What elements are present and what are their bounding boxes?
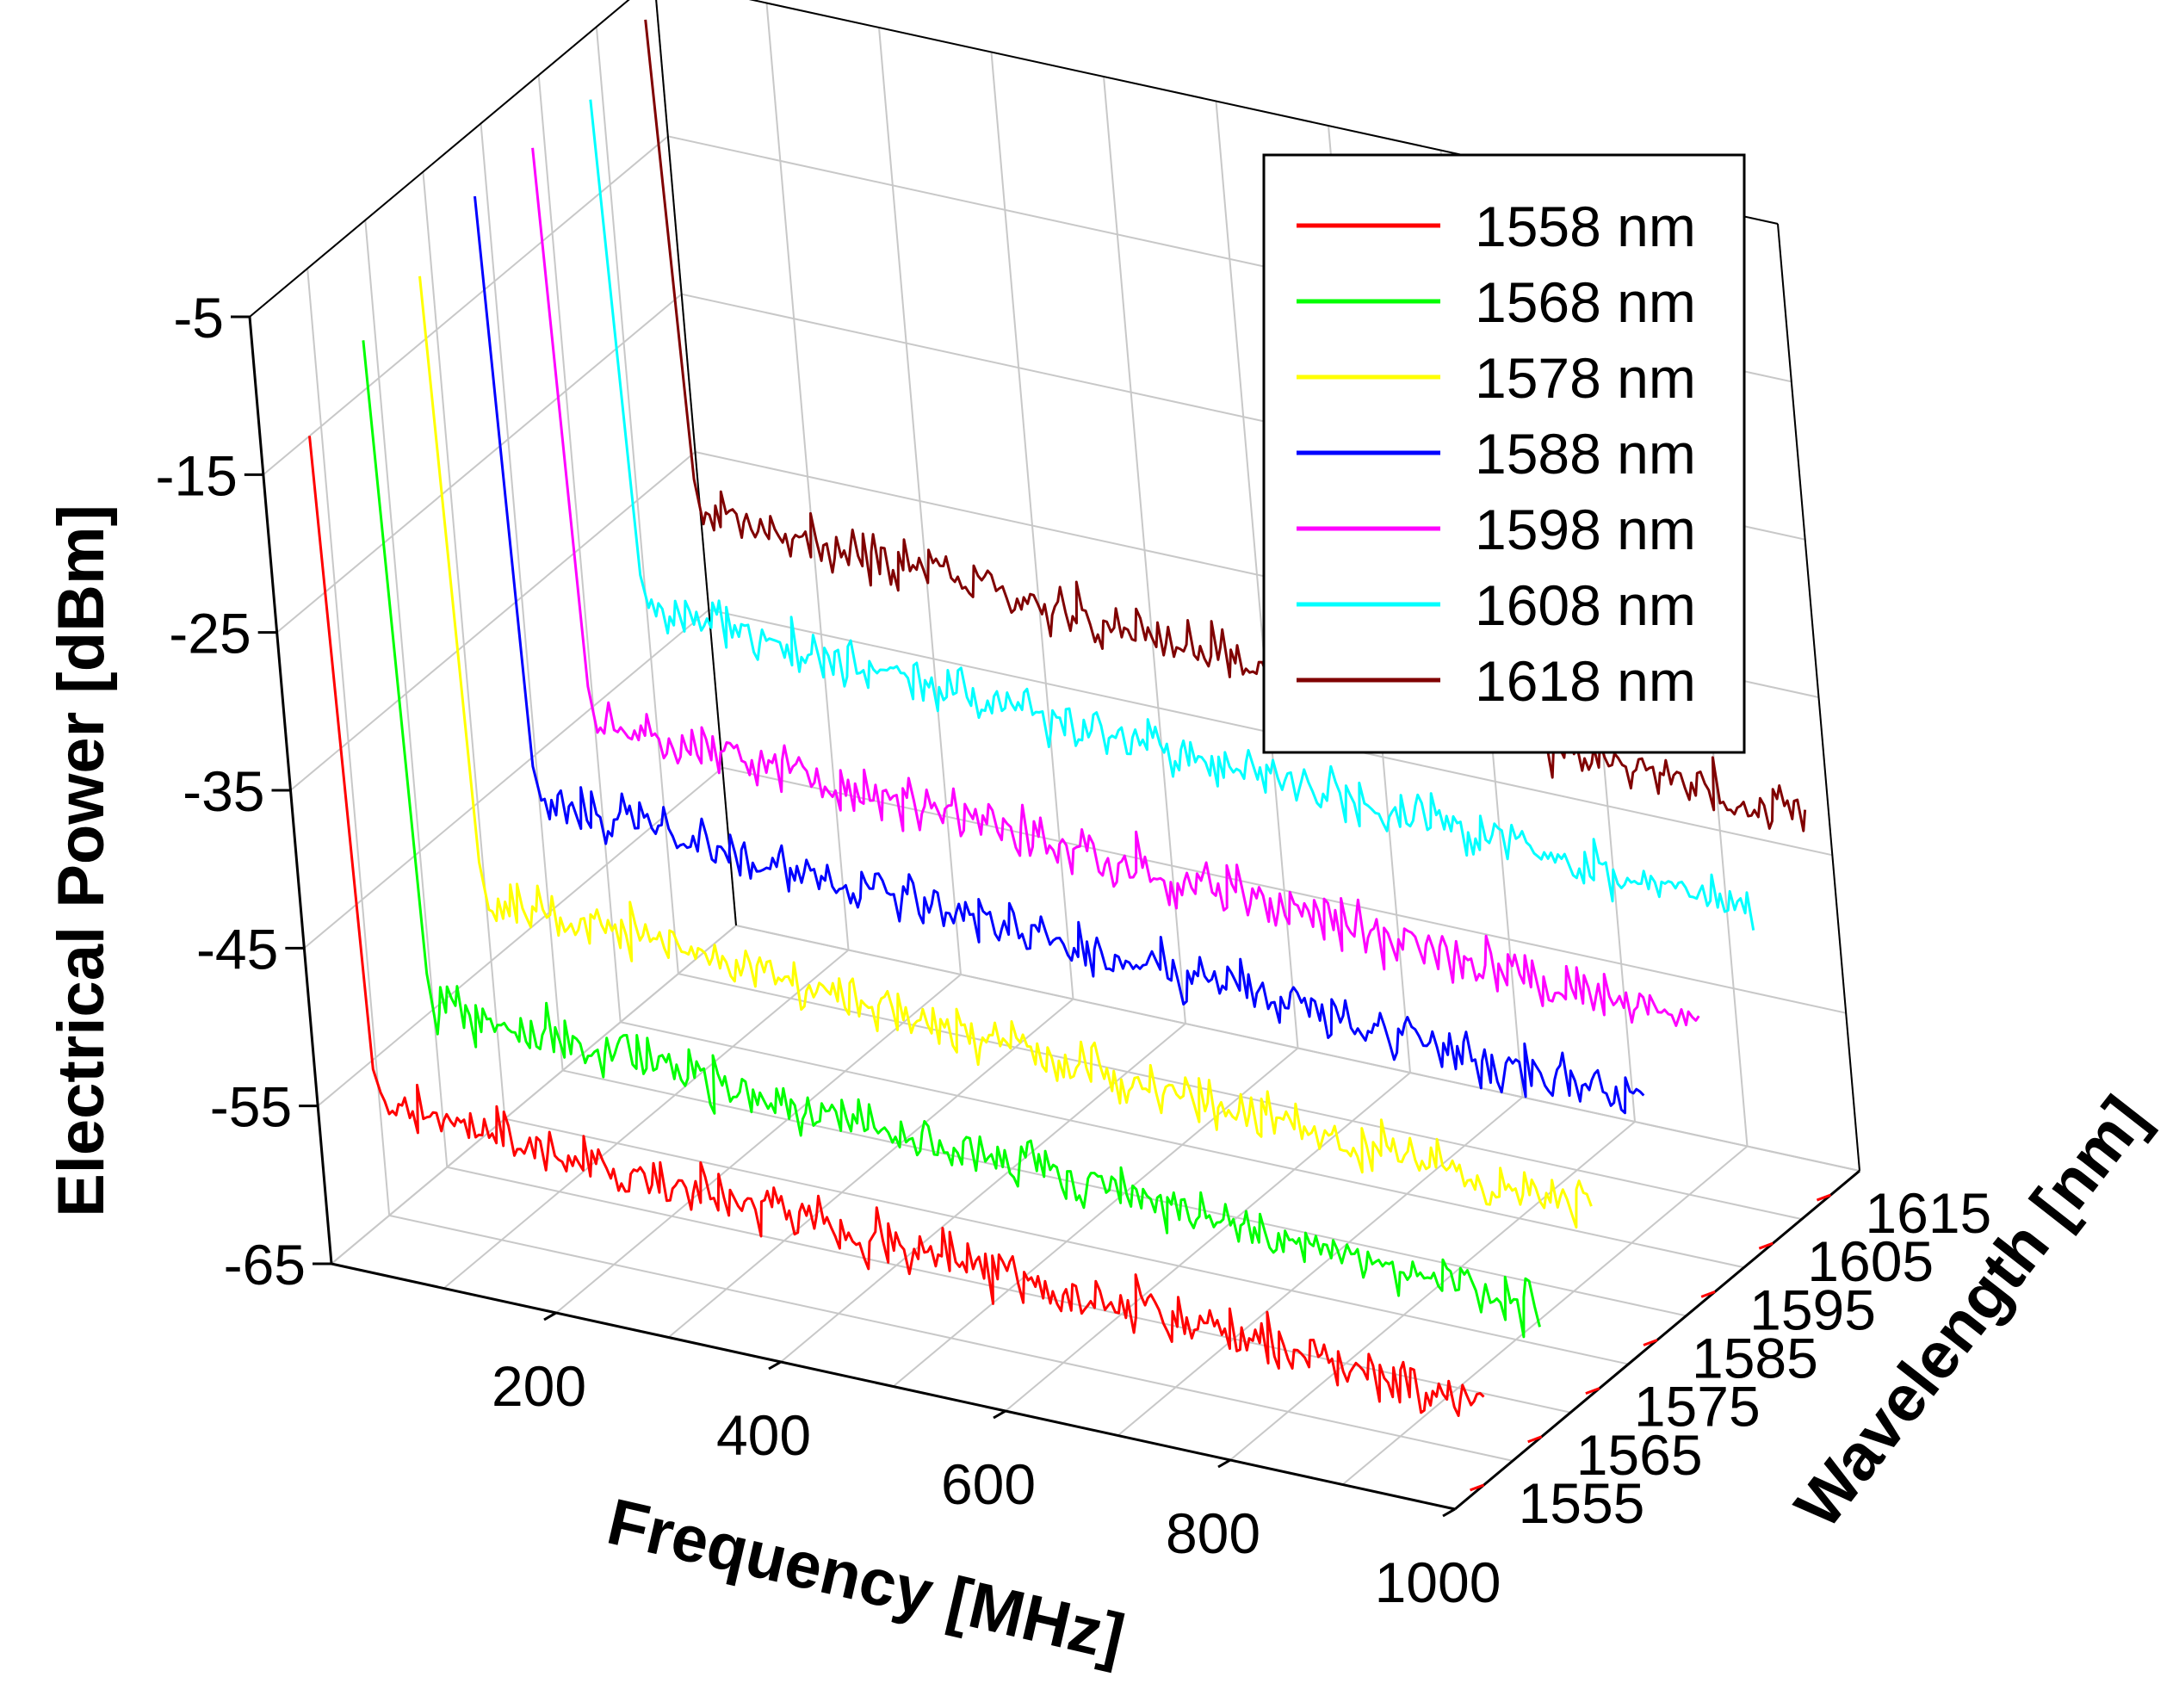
x-tick-label: 600 (941, 1452, 1036, 1516)
floor-gridline (562, 1069, 1687, 1317)
y-tick-mark (1816, 1193, 1831, 1202)
series-group (308, 19, 1807, 1417)
legend-label: 1568 nm (1475, 270, 1696, 334)
floor-gridline (620, 1021, 1744, 1269)
series-line (308, 436, 1485, 1417)
z-tick-label: -15 (155, 443, 237, 507)
x-tick-mark (1442, 1507, 1456, 1518)
floor-gridline (667, 998, 1074, 1339)
x-tick-label: 1000 (1375, 1550, 1501, 1614)
floor-gridline (443, 949, 850, 1290)
floor-gridline (1229, 1121, 1636, 1461)
floor-gridline (735, 925, 1860, 1172)
x-tick-label: 800 (1166, 1501, 1260, 1565)
z-tick-label: -25 (169, 602, 251, 665)
y-tick-mark (1585, 1387, 1600, 1395)
left-wall-gridline (317, 766, 723, 1107)
y-tick-mark (1470, 1483, 1485, 1492)
back-wall-gridline (721, 766, 1847, 1014)
series-line (589, 99, 1755, 931)
y-tick-mark (1700, 1290, 1716, 1298)
legend-label: 1558 nm (1475, 195, 1696, 258)
series-line (531, 147, 1700, 1027)
left-wall-gridline (249, 0, 630, 318)
axis-labels: Electrical Power [dBm] Frequency [MHz] W… (45, 504, 2162, 1674)
y-tick-label: 1565 (1576, 1423, 1703, 1487)
z-tick-label: -55 (210, 1075, 292, 1139)
x-axis-title: Frequency [MHz] (601, 1485, 1131, 1675)
floor-gridline (1005, 1072, 1411, 1412)
y-tick-label: 1605 (1807, 1229, 1934, 1293)
axes: -5 -15 -25 -35 -45 -55 -65 200 400 600 800 1000 1555… (155, 0, 1991, 1614)
floor-gridline (1341, 1145, 1749, 1486)
floor-gridline (1117, 1096, 1524, 1437)
series-line (474, 195, 1645, 1115)
legend-label: 1608 nm (1475, 573, 1696, 637)
x-tick-mark (768, 1360, 782, 1371)
y-tick-label: 1595 (1749, 1278, 1876, 1341)
box-edge (1777, 223, 1860, 1172)
y-tick-label: 1585 (1692, 1327, 1818, 1390)
z-axis-title: Electrical Power [dBm] (45, 504, 118, 1217)
box-edge (249, 0, 630, 318)
y-tick-mark (1643, 1339, 1658, 1346)
floor-gridline (388, 1214, 1514, 1462)
legend: 1558 nm 1568 nm 1578 nm 1588 nm 1598 nm 1608 … (1262, 153, 1746, 754)
x-tick-mark (993, 1409, 1006, 1420)
floor-gridline (505, 1117, 1629, 1365)
x-tick-label: 400 (716, 1403, 811, 1467)
series-line (644, 19, 1807, 832)
left-wall-gridline (289, 451, 696, 791)
x-tick-mark (1217, 1458, 1231, 1469)
legend-label: 1618 nm (1475, 649, 1696, 713)
y-tick-label: 1555 (1519, 1471, 1645, 1535)
legend-label: 1578 nm (1475, 346, 1696, 410)
series-line (362, 340, 1541, 1339)
z-tick-label: -5 (173, 286, 224, 350)
left-wall-gridline (276, 293, 683, 634)
floor-gridline (892, 1047, 1299, 1388)
legend-label: 1598 nm (1475, 498, 1696, 561)
y-tick-label: 1615 (1865, 1181, 1991, 1245)
z-tick-label: -45 (196, 917, 278, 981)
box-edge (655, 0, 737, 926)
series-line (418, 275, 1593, 1229)
floor-gridline (331, 925, 737, 1265)
y-tick-mark (1758, 1241, 1774, 1250)
floor-gridline (447, 1166, 1571, 1414)
z-tick-label: -65 (224, 1233, 306, 1296)
y-tick-label: 1575 (1634, 1375, 1761, 1439)
x-tick-label: 200 (492, 1354, 586, 1418)
legend-label: 1588 nm (1475, 422, 1696, 486)
floor-gridline (780, 1023, 1186, 1363)
floor-gridline (555, 974, 962, 1314)
left-wall-gridline (263, 135, 669, 476)
z-tick-label: -35 (183, 759, 264, 823)
x-axis-line (331, 1262, 1456, 1511)
y-tick-mark (1527, 1435, 1543, 1444)
x-tick-mark (543, 1311, 557, 1321)
left-wall-gridline (303, 609, 709, 950)
